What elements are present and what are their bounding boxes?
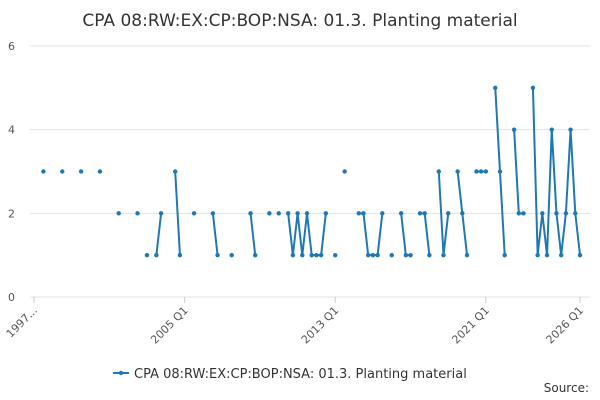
data-point bbox=[573, 211, 578, 216]
data-point bbox=[403, 252, 409, 258]
data-point bbox=[474, 169, 479, 174]
data-point bbox=[333, 252, 338, 258]
chart-title: CPA 08:RW:EX:CP:BOP:NSA: 01.3. Planting … bbox=[82, 11, 517, 31]
data-point bbox=[295, 211, 300, 216]
source: Source: bbox=[544, 381, 589, 395]
legend-marker bbox=[118, 370, 124, 376]
data-point bbox=[191, 211, 197, 216]
data-point bbox=[549, 127, 554, 132]
data-point bbox=[464, 252, 470, 258]
y-tick-label: 2 bbox=[8, 207, 15, 220]
data-point bbox=[144, 252, 150, 258]
data-point bbox=[446, 211, 451, 216]
data-point bbox=[521, 211, 526, 216]
data-point bbox=[422, 211, 427, 216]
data-point bbox=[135, 211, 140, 216]
data-point bbox=[375, 252, 380, 258]
data-point bbox=[554, 211, 559, 216]
data-point bbox=[60, 169, 65, 174]
data-point bbox=[248, 211, 253, 216]
x-tick-label: 2021 Q1 bbox=[449, 304, 492, 347]
data-point bbox=[577, 252, 583, 258]
data-point bbox=[276, 211, 281, 216]
data-point bbox=[97, 169, 103, 174]
data-point bbox=[318, 252, 324, 258]
data-point bbox=[41, 169, 46, 174]
data-point bbox=[417, 211, 423, 216]
data-point bbox=[304, 211, 310, 216]
legend-item: CPA 08:RW:EX:CP:BOP:NSA: 01.3. Planting … bbox=[113, 367, 467, 382]
data-point bbox=[361, 211, 366, 216]
y-tick-label: 4 bbox=[8, 124, 15, 137]
data-point bbox=[530, 85, 536, 91]
data-point bbox=[558, 252, 564, 258]
y-tick-label: 6 bbox=[8, 40, 15, 53]
y-tick-label: 0 bbox=[8, 291, 15, 304]
data-point bbox=[483, 169, 489, 174]
data-point bbox=[267, 211, 272, 216]
data-point bbox=[389, 252, 394, 258]
data-point bbox=[511, 127, 517, 132]
data-point bbox=[408, 252, 413, 258]
data-point bbox=[158, 211, 164, 216]
x-tick-label: 2005 Q1 bbox=[148, 304, 191, 347]
data-point bbox=[285, 211, 291, 216]
x-tick-label: 2013 Q1 bbox=[299, 304, 342, 347]
data-point bbox=[563, 211, 569, 216]
data-point bbox=[300, 252, 305, 258]
data-point bbox=[398, 211, 404, 216]
data-point bbox=[210, 211, 216, 216]
data-point bbox=[502, 252, 507, 258]
data-point bbox=[460, 211, 465, 216]
data-point bbox=[535, 252, 540, 258]
data-point bbox=[229, 252, 234, 258]
data-point bbox=[370, 252, 376, 258]
data-point bbox=[540, 211, 545, 216]
data-point bbox=[314, 252, 319, 258]
data-point bbox=[441, 252, 446, 258]
data-point bbox=[436, 169, 441, 174]
data-point bbox=[380, 211, 385, 216]
data-point bbox=[323, 211, 329, 216]
data-point bbox=[544, 252, 550, 258]
data-point bbox=[356, 211, 361, 216]
x-tick-label: 2026 Q1 bbox=[544, 304, 587, 347]
data-point bbox=[215, 252, 220, 258]
data-point bbox=[177, 252, 183, 258]
data-point bbox=[427, 252, 432, 258]
data-point bbox=[365, 252, 371, 258]
data-point bbox=[516, 211, 522, 216]
data-point bbox=[497, 169, 503, 174]
data-point bbox=[253, 252, 258, 258]
x-tick-label: 1997... bbox=[4, 304, 40, 340]
data-point bbox=[568, 127, 573, 132]
data-point bbox=[173, 169, 178, 174]
data-point bbox=[78, 169, 84, 174]
data-point bbox=[290, 252, 296, 258]
data-point bbox=[309, 252, 314, 258]
data-point bbox=[116, 211, 121, 216]
legend-label: CPA 08:RW:EX:CP:BOP:NSA: 01.3. Planting … bbox=[134, 367, 467, 382]
series-line bbox=[155, 87, 581, 257]
data-point bbox=[478, 169, 484, 174]
data-point bbox=[493, 85, 498, 91]
data-point bbox=[342, 169, 347, 174]
data-point bbox=[154, 252, 159, 258]
data-point bbox=[455, 169, 460, 174]
